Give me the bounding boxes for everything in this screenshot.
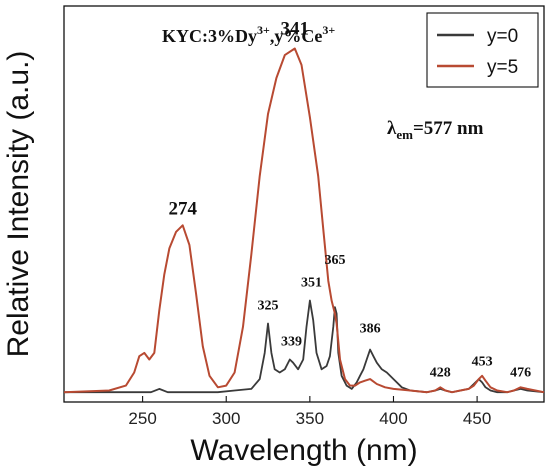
peak-label-341: 341 (281, 19, 310, 40)
plot-frame (63, 5, 545, 403)
y-axis-title: Relative Intensity (a.u.) (2, 51, 35, 358)
legend-box (426, 12, 539, 88)
series-line-y0 (64, 299, 545, 394)
x-tick-label: 350 (296, 409, 324, 428)
peak-label-476: 476 (510, 366, 531, 381)
legend-label-y0: y=0 (487, 26, 518, 47)
peak-label-325: 325 (258, 299, 279, 314)
peak-label-428: 428 (430, 366, 451, 381)
peak-label-386: 386 (360, 322, 381, 337)
x-axis-ticks: 250 300 350 400 450 (128, 396, 491, 428)
chart-title: KYC:3%Dy3+,y%Ce3+ (162, 23, 335, 46)
peak-label-351: 351 (301, 276, 322, 291)
peak-label-339: 339 (281, 335, 302, 350)
series-line-y5 (63, 47, 545, 394)
peak-label-365: 365 (324, 253, 345, 268)
peak-label-453: 453 (472, 354, 493, 369)
x-axis-title: Wavelength (nm) (190, 434, 417, 467)
x-tick-label: 300 (212, 409, 240, 428)
peak-label-274: 274 (168, 199, 197, 220)
emission-wavelength-annotation: λem=577 nm (387, 118, 484, 142)
x-tick-label: 400 (379, 409, 407, 428)
x-tick-label: 450 (463, 409, 491, 428)
series-layer (63, 47, 545, 394)
legend-label-y5: y=5 (487, 57, 518, 78)
x-tick-label: 250 (128, 409, 156, 428)
legend: y=0 y=5 (426, 12, 539, 88)
